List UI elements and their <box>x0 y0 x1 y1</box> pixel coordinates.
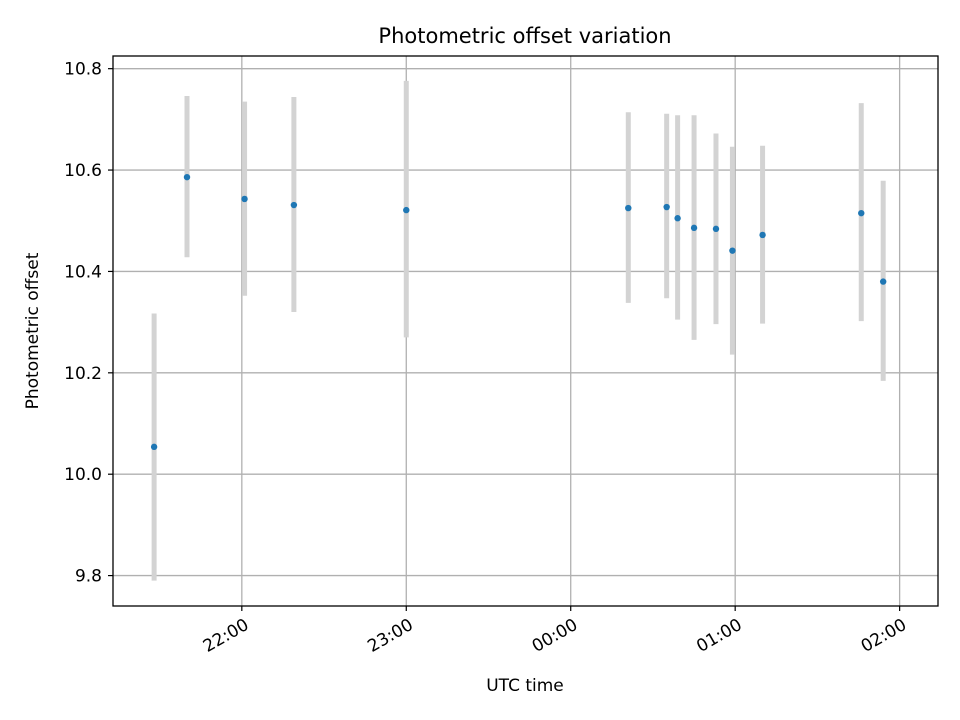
x-tick-label: 00:00 <box>529 615 581 657</box>
x-tick-label: 02:00 <box>858 615 910 657</box>
plot-frame <box>112 55 939 607</box>
x-axis-title: UTC time <box>486 676 564 696</box>
data-point <box>712 225 720 233</box>
data-point <box>663 203 670 211</box>
chart-title: Photometric offset variation <box>378 24 671 48</box>
y-tick-label: 10.4 <box>64 262 102 282</box>
data-point <box>759 231 766 239</box>
data-point <box>625 204 632 212</box>
x-tick-label: 23:00 <box>364 615 416 657</box>
y-tick-label: 10.6 <box>64 161 102 181</box>
y-axis-title: Photometric offset <box>23 252 43 409</box>
y-tick-label: 9.8 <box>75 567 102 587</box>
grid <box>113 56 938 606</box>
error-bars <box>151 80 886 581</box>
y-tick-label: 10.0 <box>64 465 102 485</box>
y-tick-label: 10.2 <box>64 364 102 384</box>
data-point <box>690 224 698 232</box>
data-point <box>879 278 887 285</box>
data-point <box>403 206 410 214</box>
data-point <box>290 201 298 209</box>
y-tick-label: 10.8 <box>64 60 102 80</box>
data-point <box>674 215 681 222</box>
data-point <box>858 209 865 217</box>
ticks: 9.8 10.0 10.2 10.4 10.6 10.8 22:00 23:00 00:00 01… <box>64 60 910 657</box>
data-point <box>183 173 191 181</box>
data-point <box>241 195 248 203</box>
x-tick-label: 22:00 <box>200 615 252 657</box>
data-points <box>150 173 887 451</box>
data-point <box>150 443 158 451</box>
data-point <box>729 247 736 254</box>
x-tick-label: 01:00 <box>693 615 745 657</box>
